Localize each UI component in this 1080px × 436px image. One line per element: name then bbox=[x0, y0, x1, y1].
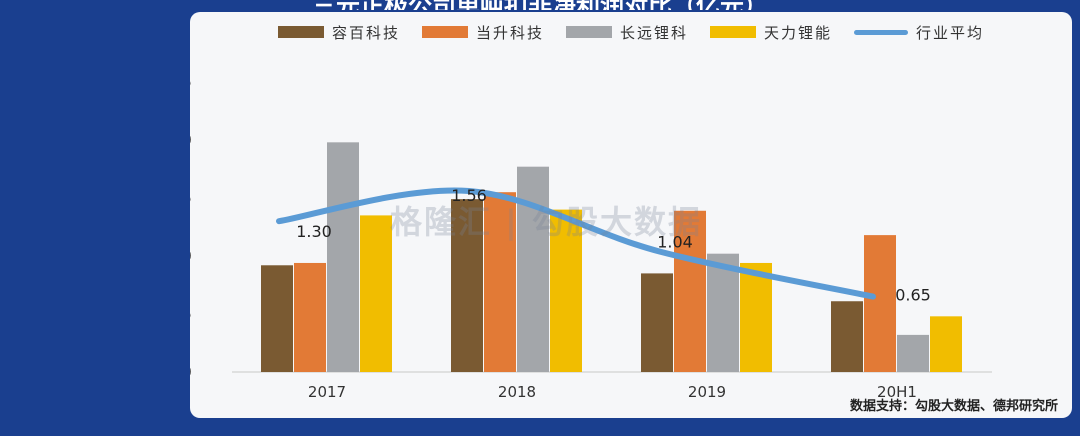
source-note: 数据支持：勾股大数据、德邦研究所 bbox=[849, 399, 1058, 414]
average-data-label: 1.30 bbox=[296, 222, 332, 241]
y-tick-label: 2.5 bbox=[190, 73, 192, 91]
y-axis: 0.0 0.5 1.0 1.5 2.0 2.5 bbox=[190, 73, 192, 381]
legend-swatch-tianli bbox=[710, 26, 756, 38]
average-line-group: 1.30 1.56 1.04 0.65 bbox=[276, 186, 931, 305]
legend-swatch-rongbai bbox=[277, 26, 324, 38]
legend-item-rongbai: 容百科技 bbox=[277, 22, 400, 43]
bar bbox=[641, 273, 673, 372]
average-data-label: 0.65 bbox=[895, 286, 931, 305]
bar bbox=[261, 265, 293, 372]
bar bbox=[831, 301, 863, 372]
average-data-label: 1.56 bbox=[451, 186, 487, 205]
legend-label-dangsheng: 当升科技 bbox=[475, 23, 544, 42]
bar bbox=[294, 262, 326, 372]
bar bbox=[864, 235, 896, 372]
y-tick-label: 0.0 bbox=[190, 363, 192, 381]
average-data-label: 1.04 bbox=[657, 232, 693, 251]
x-tick-label: 20H1 bbox=[877, 383, 917, 401]
legend-swatch-changyuan bbox=[565, 26, 612, 38]
x-tick-label: 2019 bbox=[688, 383, 726, 401]
legend-label-changyuan: 长远锂科 bbox=[619, 23, 688, 42]
bar bbox=[360, 215, 392, 372]
x-tick-label: 2017 bbox=[308, 383, 346, 401]
legend-item-dangsheng: 当升科技 bbox=[421, 22, 544, 43]
legend-line-average bbox=[854, 29, 909, 35]
y-tick-label: 1.5 bbox=[190, 189, 192, 207]
watermark: 格隆汇 | 勾股大数据 bbox=[390, 203, 702, 241]
bar bbox=[550, 209, 582, 372]
bar bbox=[740, 262, 772, 372]
y-tick-label: 2.0 bbox=[190, 131, 192, 149]
bar bbox=[897, 334, 929, 372]
y-tick-label: 1.0 bbox=[190, 247, 192, 265]
bar bbox=[327, 142, 359, 372]
bar bbox=[674, 210, 706, 372]
bar bbox=[707, 253, 739, 372]
chart-title: 三元正极公司单吨扣非净利润对比（亿元） bbox=[0, 0, 1080, 10]
y-tick-label: 0.5 bbox=[190, 305, 192, 323]
bar bbox=[930, 316, 962, 372]
legend-item-tianli: 天力锂能 bbox=[710, 22, 832, 43]
chart-card: 容百科技 当升科技 长远锂科 天力锂能 行业平均 0.0 0.5 1.0 1.5 2.0… bbox=[190, 12, 1072, 418]
bars bbox=[261, 142, 962, 372]
x-tick-label: 2018 bbox=[498, 383, 536, 401]
legend-label-rongbai: 容百科技 bbox=[331, 23, 400, 42]
legend-label-average: 行业平均 bbox=[916, 23, 985, 42]
legend-item-changyuan: 长远锂科 bbox=[565, 22, 688, 43]
legend-item-average: 行业平均 bbox=[854, 22, 984, 43]
legend: 容百科技 当升科技 长远锂科 天力锂能 行业平均 bbox=[190, 12, 1072, 52]
chart-plot: 0.0 0.5 1.0 1.5 2.0 2.5 2017 2018 2019 20H1 1.30… bbox=[190, 73, 992, 401]
bar bbox=[484, 192, 516, 372]
legend-label-tianli: 天力锂能 bbox=[764, 23, 833, 42]
legend-swatch-dangsheng bbox=[421, 26, 468, 38]
average-line bbox=[276, 187, 876, 300]
bar bbox=[451, 199, 483, 372]
